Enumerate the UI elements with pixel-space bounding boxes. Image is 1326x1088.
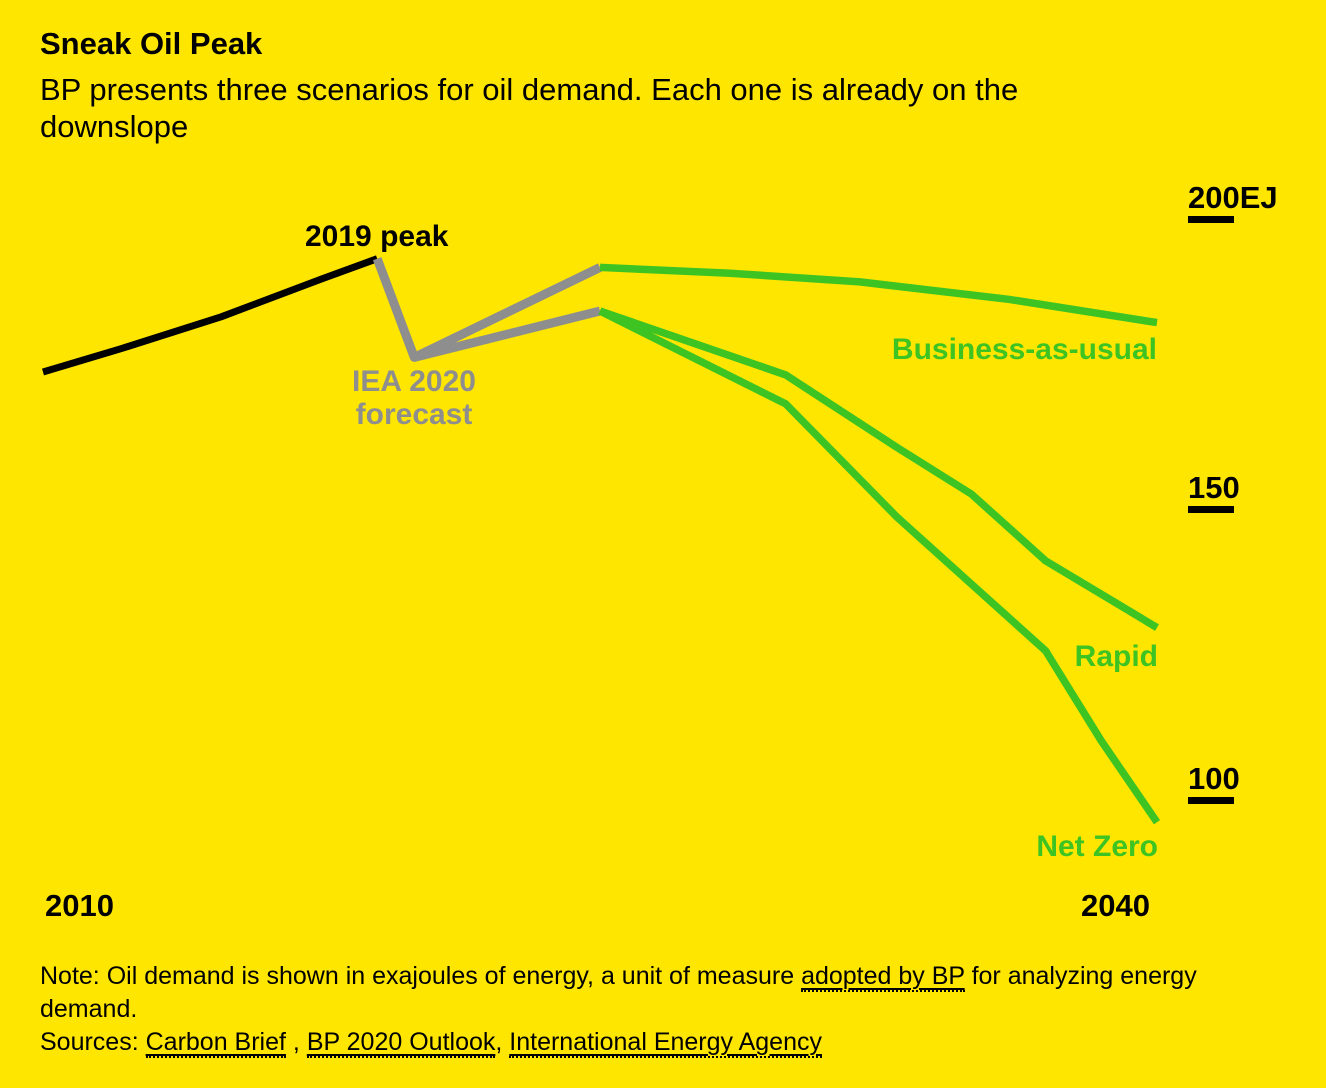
y-axis-tick-mark (1188, 216, 1234, 223)
x-axis-label-2010: 2010 (45, 888, 114, 923)
y-axis-tick-mark (1188, 797, 1234, 804)
annotation-iea-2020-forecast: IEA 2020 forecast (338, 365, 490, 431)
series-line-net-zero (598, 307, 1161, 825)
chart-footer: Note: Oil demand is shown in exajoules o… (40, 960, 1220, 1059)
series-label-rapid: Rapid (1074, 640, 1158, 673)
series-label-business-as-usual: Business-as-usual (891, 333, 1157, 366)
y-axis-tick-label-150: 150 (1188, 470, 1240, 505)
annotation-iea-line1: IEA 2020 (352, 365, 476, 398)
chart-title: Sneak Oil Peak (40, 26, 263, 61)
link-bp-2020-outlook[interactable]: BP 2020 Outlook (306, 1028, 496, 1058)
link-international-energy-agency[interactable]: International Energy Agency (509, 1028, 822, 1058)
footer-text: Sources: (40, 1028, 146, 1056)
sources-line: Sources: Carbon Brief , BP 2020 Outlook,… (40, 1026, 1220, 1059)
link-adopted-by-bp[interactable]: adopted by BP (801, 962, 965, 992)
y-axis-tick-label-200: 200EJ (1188, 180, 1278, 215)
annotation-iea-line2: forecast (355, 398, 473, 431)
annotation-2019-peak: 2019 peak (305, 220, 449, 253)
chart-subtitle: BP presents three scenarios for oil dema… (40, 72, 1019, 144)
series-label-net-zero: Net Zero (1036, 830, 1158, 863)
link-carbon-brief[interactable]: Carbon Brief (145, 1028, 286, 1058)
footnote: Note: Oil demand is shown in exajoules o… (40, 960, 1220, 1026)
y-axis-tick-label-100: 100 (1188, 761, 1240, 796)
y-axis-tick-150: 150 (1188, 470, 1240, 513)
footer-text: for analyzing energy demand. (40, 962, 1197, 1023)
series-line-iea-2020-forecast-lower-branch (413, 306, 602, 362)
series-line-business-as-usual (599, 263, 1158, 327)
y-axis-tick-mark (1188, 506, 1234, 513)
y-axis-tick-100: 100 (1188, 761, 1240, 804)
footer-text: , (285, 1028, 307, 1056)
footer-text: Note: Oil demand is shown in exajoules o… (40, 962, 802, 990)
y-axis-tick-200: 200EJ (1188, 180, 1278, 223)
x-axis-label-2040: 2040 (1081, 888, 1150, 923)
series-line-historical-oil-demand (41, 255, 379, 376)
series-line-rapid (598, 307, 1159, 631)
footer-text: , (495, 1028, 510, 1056)
